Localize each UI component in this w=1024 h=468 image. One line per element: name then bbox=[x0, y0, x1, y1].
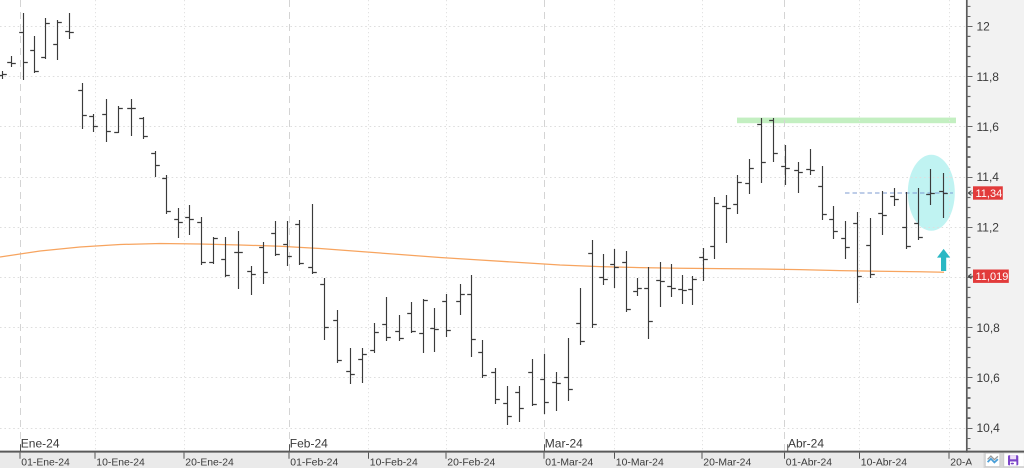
svg-text:10,6: 10,6 bbox=[977, 371, 1001, 385]
svg-text:01-Abr-24: 01-Abr-24 bbox=[786, 457, 832, 468]
svg-text:01-Ene-24: 01-Ene-24 bbox=[21, 457, 70, 468]
svg-text:01-Feb-24: 01-Feb-24 bbox=[290, 457, 338, 468]
svg-text:Feb-24: Feb-24 bbox=[290, 437, 328, 451]
svg-text:10-Feb-24: 10-Feb-24 bbox=[370, 457, 418, 468]
svg-text:20-Ene-24: 20-Ene-24 bbox=[185, 457, 234, 468]
svg-text:10-Ene-24: 10-Ene-24 bbox=[96, 457, 145, 468]
svg-text:11,6: 11,6 bbox=[977, 120, 1000, 134]
svg-text:10-Mar-24: 10-Mar-24 bbox=[616, 457, 664, 468]
svg-text:11,019: 11,019 bbox=[976, 271, 1009, 283]
svg-text:Ene-24: Ene-24 bbox=[21, 437, 60, 451]
svg-text:Abr-24: Abr-24 bbox=[788, 437, 824, 451]
svg-text:Mar-24: Mar-24 bbox=[545, 437, 583, 451]
svg-text:20-Abr-24: 20-Abr-24 bbox=[950, 457, 996, 468]
svg-text:11,4: 11,4 bbox=[977, 170, 1000, 184]
svg-text:11,34: 11,34 bbox=[976, 188, 1003, 200]
svg-text:11,2: 11,2 bbox=[977, 220, 1000, 234]
svg-text:20-Mar-24: 20-Mar-24 bbox=[703, 457, 751, 468]
svg-text:12: 12 bbox=[977, 20, 991, 34]
svg-text:10,4: 10,4 bbox=[977, 421, 1001, 435]
svg-text:10-Abr-24: 10-Abr-24 bbox=[861, 457, 907, 468]
svg-text:10,8: 10,8 bbox=[977, 321, 1001, 335]
svg-text:11,8: 11,8 bbox=[977, 70, 1000, 84]
svg-text:20-Feb-24: 20-Feb-24 bbox=[447, 457, 495, 468]
svg-text:01-Mar-24: 01-Mar-24 bbox=[545, 457, 593, 468]
